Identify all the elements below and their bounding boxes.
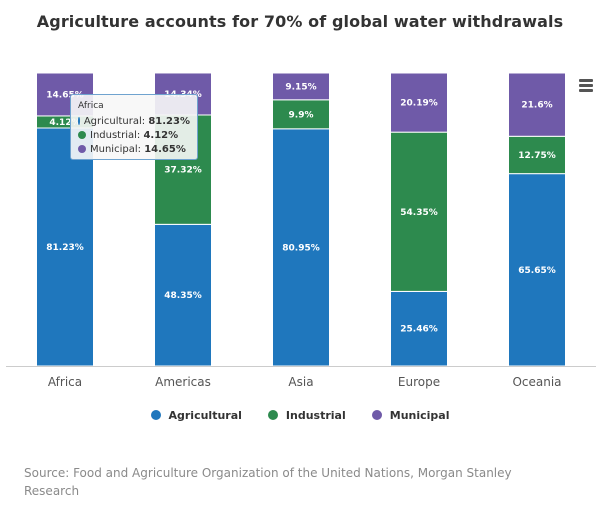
bar-africa-agricultural[interactable] bbox=[36, 127, 94, 367]
bar-oceania-agricultural[interactable] bbox=[508, 173, 566, 367]
data-label-asia-industrial: 9.9% bbox=[289, 110, 314, 120]
x-tick-label-asia: Asia bbox=[288, 375, 313, 389]
x-tick-label-americas: Americas bbox=[155, 375, 211, 389]
data-label-africa-municipal: 14.65% bbox=[46, 90, 84, 100]
legend-marker-municipal bbox=[371, 410, 382, 420]
data-label-oceania-agricultural: 65.65% bbox=[518, 266, 556, 276]
hamburger-menu-icon[interactable] bbox=[576, 76, 596, 94]
data-label-americas-industrial: 37.32% bbox=[164, 166, 202, 176]
tooltip: Africa Agricultural: 81.23% Industrial: … bbox=[70, 94, 198, 160]
x-tick-label-africa: Africa bbox=[48, 375, 82, 389]
data-label-africa-agricultural: 81.23% bbox=[46, 243, 84, 253]
data-label-asia-municipal: 9.15% bbox=[285, 82, 316, 92]
data-label-europe-industrial: 54.35% bbox=[400, 208, 438, 218]
tooltip-marker-industrial bbox=[78, 131, 86, 139]
bar-europe-industrial[interactable] bbox=[390, 131, 448, 292]
tooltip-value-municipal: 14.65% bbox=[144, 143, 186, 155]
tooltip-label-municipal: Municipal bbox=[90, 143, 138, 155]
chart-title: Agriculture accounts for 70% of global w… bbox=[36, 12, 564, 31]
legend-marker-industrial bbox=[267, 410, 278, 420]
legend-label-municipal: Municipal bbox=[389, 408, 450, 422]
tooltip-row-agricultural: Agricultural: 81.23% bbox=[78, 114, 190, 128]
data-label-africa-industrial: 4.12% bbox=[49, 118, 80, 128]
bar-asia-municipal[interactable] bbox=[272, 72, 330, 101]
bar-europe-municipal[interactable] bbox=[390, 72, 448, 133]
bar-oceania-industrial[interactable] bbox=[508, 135, 566, 175]
legend-label-agricultural: Agricultural bbox=[168, 408, 242, 422]
legend-label-industrial: Industrial bbox=[285, 408, 346, 422]
tooltip-label-industrial: Industrial bbox=[90, 129, 137, 141]
bar-asia-agricultural[interactable] bbox=[272, 128, 330, 367]
legend-item-industrial[interactable]: Industrial bbox=[267, 406, 346, 424]
data-label-europe-agricultural: 25.46% bbox=[400, 325, 438, 335]
tooltip-marker-municipal bbox=[78, 145, 86, 153]
tooltip-marker-agricultural bbox=[78, 117, 80, 125]
tooltip-value-industrial: 4.12% bbox=[143, 129, 179, 141]
bar-europe-agricultural[interactable] bbox=[390, 290, 448, 367]
data-label-europe-municipal: 20.19% bbox=[400, 99, 438, 109]
bar-oceania-municipal[interactable] bbox=[508, 72, 566, 137]
x-tick-label-oceania: Oceania bbox=[512, 375, 561, 389]
legend-item-municipal[interactable]: Municipal bbox=[371, 406, 450, 424]
tooltip-label-agricultural: Agricultural bbox=[83, 115, 142, 127]
x-tick-label-europe: Europe bbox=[398, 375, 440, 389]
legend: Agricultural Industrial Municipal bbox=[0, 406, 600, 424]
tooltip-value-agricultural: 81.23% bbox=[148, 115, 190, 127]
tooltip-row-industrial: Industrial: 4.12% bbox=[78, 128, 190, 142]
tooltip-title: Africa bbox=[78, 101, 104, 111]
source-note: Source: Food and Agriculture Organizatio… bbox=[24, 466, 512, 498]
legend-marker-agricultural bbox=[150, 410, 161, 420]
stacked-bar-chart: 81.23%4.12%14.65%Africa48.35%37.32%14.34… bbox=[6, 72, 596, 389]
data-label-asia-agricultural: 80.95% bbox=[282, 243, 320, 253]
legend-item-agricultural[interactable]: Agricultural bbox=[150, 406, 242, 424]
bar-americas-agricultural[interactable] bbox=[154, 223, 212, 367]
tooltip-row-municipal: Municipal: 14.65% bbox=[78, 142, 190, 156]
data-label-americas-agricultural: 48.35% bbox=[164, 291, 202, 301]
data-label-oceania-municipal: 21.6% bbox=[521, 101, 552, 111]
data-label-oceania-industrial: 12.75% bbox=[518, 151, 556, 161]
